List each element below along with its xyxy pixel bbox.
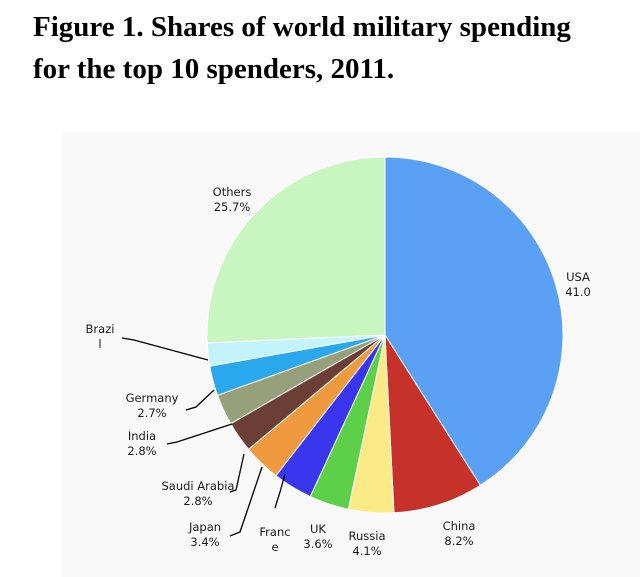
figure-number: Figure 1.	[33, 11, 144, 43]
slice-label-india-name: India	[128, 429, 156, 443]
pie-slice-others	[206, 156, 386, 344]
slice-label-russia-value: 4.1%	[352, 544, 381, 558]
pie-slice-china	[384, 333, 482, 514]
figure-title: Figure 1. Shares of world military spend…	[33, 6, 633, 90]
slice-label-uk-value: 3.6%	[303, 537, 332, 551]
slice-label-saudi-arabia-name: Saudi Arabia	[162, 479, 235, 493]
slice-label-brazil-value: l	[98, 337, 101, 351]
pie-slices	[206, 156, 564, 514]
slice-label-japan-value: 3.4%	[190, 535, 219, 549]
slice-label-china-name: China	[443, 519, 476, 533]
chart-panel: USA 41.0 China 8.2% Russia 4.1% UK 3.6% Franc e Ja…	[62, 132, 640, 577]
leader-line-saudi-arabia	[229, 453, 245, 493]
figure-title-line1: Shares of world military spending	[150, 11, 571, 43]
slice-label-france-name: Franc	[259, 525, 290, 539]
slice-label-saudi-arabia-value: 2.8%	[183, 494, 212, 508]
slice-label-others-value: 25.7%	[214, 200, 251, 214]
slice-label-germany-value: 2.7%	[137, 406, 166, 420]
slice-label-usa-name: USA	[566, 270, 590, 284]
slice-label-japan-name: Japan	[188, 520, 221, 534]
slice-label-others-name: Others	[213, 185, 252, 199]
leader-line-france	[274, 473, 286, 509]
slice-label-usa-value: 41.0	[565, 285, 591, 299]
slice-label-india-value: 2.8%	[127, 444, 156, 458]
slice-label-germany-name: Germany	[126, 391, 179, 405]
pie-slice-usa	[384, 156, 564, 486]
figure-title-line2: for the top 10 spenders, 2011.	[33, 53, 395, 85]
slice-label-uk-name: UK	[310, 522, 326, 536]
leader-line-japan	[229, 466, 263, 537]
leader-line-brazil	[121, 337, 209, 361]
slice-label-china-value: 8.2%	[444, 534, 473, 548]
leader-line-india	[166, 423, 233, 445]
leader-line-germany	[185, 389, 215, 411]
slice-label-brazil-name: Brazi	[86, 322, 115, 336]
slice-label-france-value: e	[271, 540, 278, 554]
slice-label-russia-name: Russia	[349, 529, 386, 543]
